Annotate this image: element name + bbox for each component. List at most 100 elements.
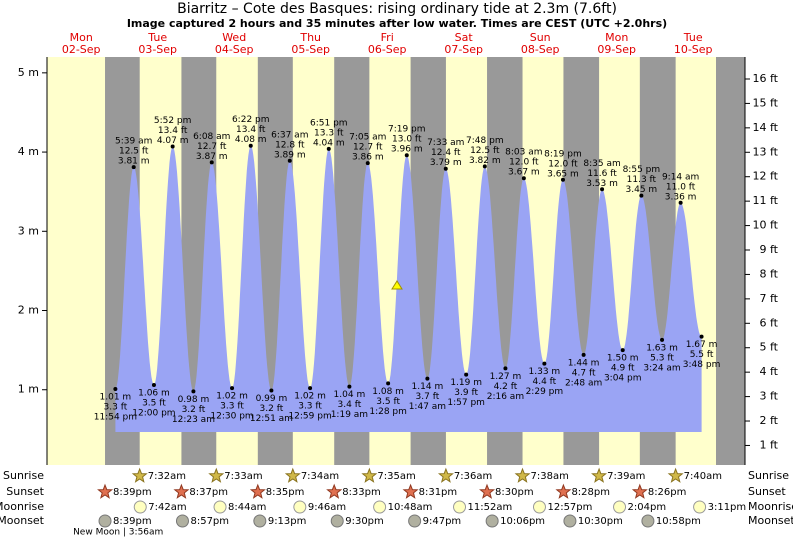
tide-label: 1.67 m [686,340,718,350]
moonrise-icon [613,500,627,514]
tide-point [248,143,253,148]
moonrise-time: 7:42am [148,502,186,513]
tide-label: 3.7 ft [416,392,440,402]
tide-label: 3.79 m [430,158,462,168]
tide-point [347,384,352,389]
sunset-time: 8:28pm [571,487,610,498]
tide-label: 1:57 pm [447,398,485,408]
tide-label: 2:48 am [565,378,602,388]
day-date: 07-Sep [444,43,483,56]
moonrise-icon [213,500,227,514]
moonset-time: 8:57pm [190,516,229,527]
day-date: 08-Sep [521,43,560,56]
tide-label: 13.3 ft [314,128,344,138]
row-label: Sunset [748,485,786,498]
tide-label: 1.04 m [334,390,366,400]
tide-point [269,388,274,393]
tide-label: 3.5 ft [376,397,400,407]
sunset-icon [249,483,266,499]
tide-point [404,153,409,158]
tide-label: 11.6 ft [587,169,617,179]
tide-point [560,177,565,182]
tide-label: 1.02 m [294,392,326,402]
tide-point [660,337,665,342]
tide-label: 5:52 pm [154,116,192,126]
y2-tick-label: 14 ft [753,121,779,134]
tide-label: 11.3 ft [627,175,657,185]
y2-tick-label: 12 ft [753,170,779,183]
tide-label: 3.89 m [274,150,306,160]
moonrise-time: 12:57pm [547,502,592,513]
day-name: Sat [455,31,474,44]
moonset-time: 9:47pm [423,516,462,527]
sunrise-time: 7:35am [377,471,415,482]
tide-label: 13.4 ft [158,126,188,136]
tide-point [600,187,605,192]
tide-label: 3.3 ft [104,402,128,412]
tide-label: 3:24 am [643,363,680,373]
tide-point [425,376,430,381]
sunrise-time: 7:32am [148,471,186,482]
y2-tick-label: 2 ft [760,414,779,427]
moonset-icon [98,514,112,528]
y-tick-label: 2 m [18,304,39,317]
day-name: Thu [299,31,321,44]
sunset-time: 8:39pm [113,487,152,498]
tide-label: 3:04 pm [604,374,642,384]
moonset-time: 10:58pm [656,516,701,527]
tide-label: 1.33 m [529,367,561,377]
sunrise-icon [591,467,608,483]
moonrise-icon [532,500,546,514]
tide-label: 3.5 ft [142,398,166,408]
sunset-icon [555,483,572,499]
moon-phase: New Moon | 3:56am [73,528,163,538]
sunrise-icon [361,467,378,483]
tide-point [542,361,547,366]
y2-tick-label: 3 ft [760,390,779,403]
title: Biarritz – Cote des Basques: rising ordi… [177,1,617,17]
y2-tick-label: 4 ft [760,365,779,378]
moonrise-icon [453,500,467,514]
moonrise-icon [373,500,387,514]
sunset-icon [631,483,648,499]
moonset-icon [563,514,577,528]
day-name: Fri [381,31,394,44]
tide-point [699,334,704,339]
tide-label: 12:51 am [250,414,293,424]
moonset-icon [408,514,422,528]
tide-point [209,160,214,165]
tide-label: 3.2 ft [182,405,206,415]
tide-label: 6:51 pm [310,118,348,128]
tide-label: 3.45 m [626,185,658,195]
tide-label: 7:48 pm [466,136,504,146]
sunset-time: 8:31pm [419,487,458,498]
day-name: Wed [222,31,246,44]
tide-label: 12.5 ft [119,147,149,157]
tide-label: 5:39 am [115,137,152,147]
sunrise-icon [208,467,225,483]
tide-label: 1.19 m [450,378,482,388]
moonrise-time: 11:52am [468,502,513,513]
subtitle: Image captured 2 hours and 35 minutes af… [127,17,667,30]
day-date: 09-Sep [597,43,636,56]
day-date: 04-Sep [215,43,254,56]
tide-label: 2:29 pm [526,387,564,397]
tide-point [230,386,235,391]
tide-label: 6:37 am [271,130,308,140]
tide-label: 12:23 am [172,415,215,425]
tide-label: 8:03 am [505,148,542,158]
tide-point [620,348,625,353]
tide-label: 3.87 m [196,152,228,162]
moonset-time: 9:13pm [268,516,307,527]
sunset-time: 8:35pm [266,487,305,498]
y2-tick-label: 1 ft [760,438,779,451]
day-date: 05-Sep [291,43,330,56]
day-date: 10-Sep [674,43,713,56]
tide-label: 5.5 ft [690,350,714,360]
sunrise-icon [667,467,684,483]
y-tick-label: 5 m [18,66,39,79]
tide-label: 3.82 m [469,156,501,166]
